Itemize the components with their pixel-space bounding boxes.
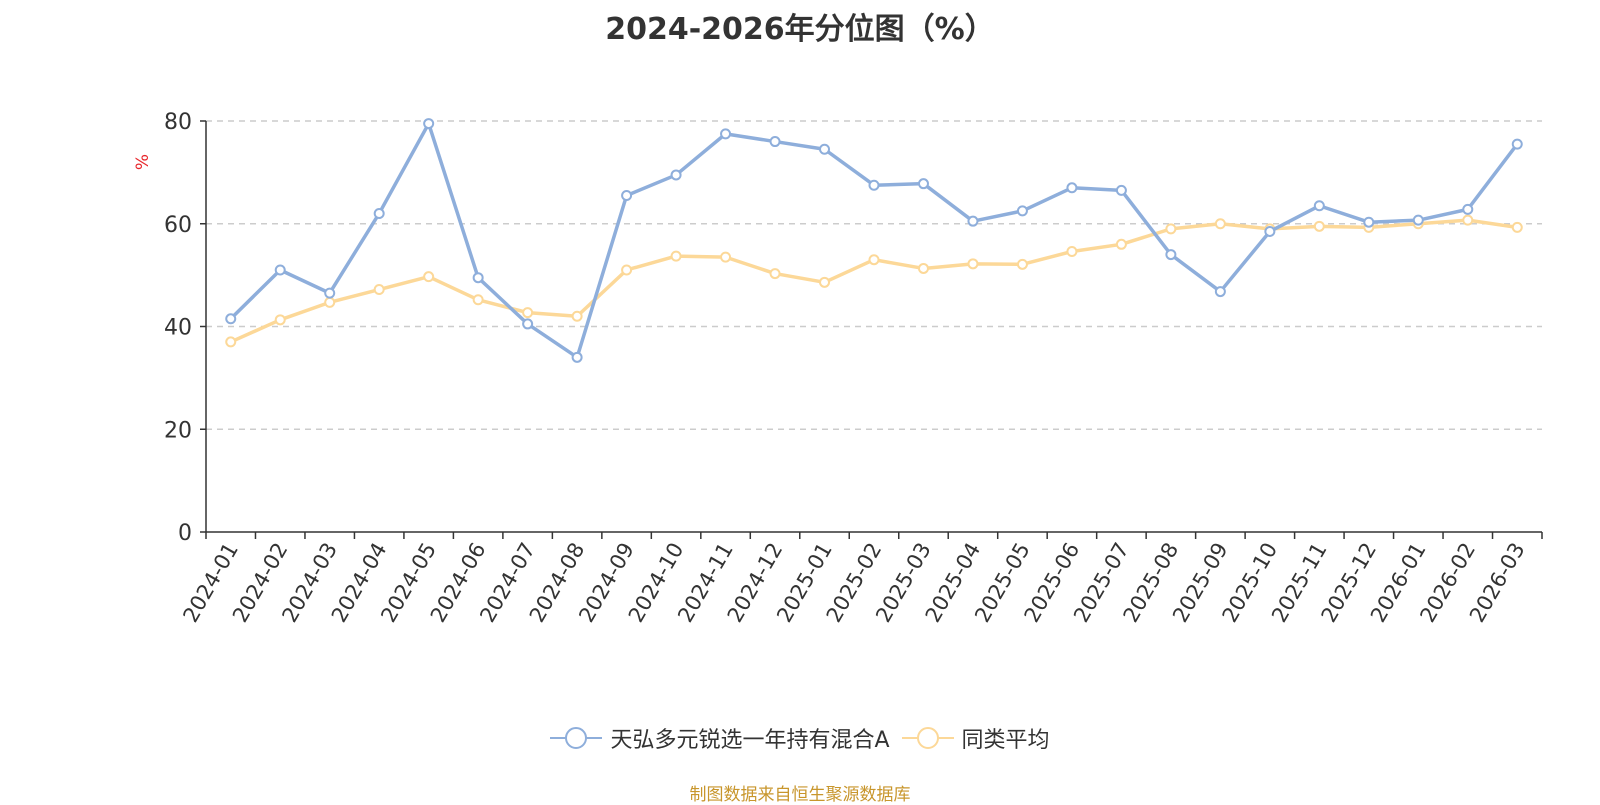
data-point-s1-2025-05[interactable] xyxy=(1016,258,1028,270)
legend-item-fund[interactable]: 天弘多元锐选一年持有混合A xyxy=(550,722,890,754)
data-point-s1-2025-03[interactable] xyxy=(917,262,929,274)
data-point-s0-2025-02[interactable] xyxy=(868,179,880,191)
data-point-s1-2025-08[interactable] xyxy=(1165,223,1177,235)
data-point-s0-2025-10[interactable] xyxy=(1264,225,1276,237)
data-point-s1-2024-11[interactable] xyxy=(720,251,732,263)
data-point-s1-2025-01[interactable] xyxy=(819,276,831,288)
legend-marker-fund-icon xyxy=(550,726,603,750)
data-point-s1-2024-07[interactable] xyxy=(522,307,534,319)
data-point-s0-2026-03[interactable] xyxy=(1511,138,1523,150)
data-point-s0-2024-02[interactable] xyxy=(274,264,286,276)
data-point-s0-2024-03[interactable] xyxy=(324,287,336,299)
data-point-s0-2025-04[interactable] xyxy=(967,215,979,227)
series-line-1 xyxy=(230,218,1518,344)
series-line-0 xyxy=(229,121,1519,360)
data-point-s0-2024-05[interactable] xyxy=(423,118,435,130)
y-tick-label-60: 60 xyxy=(164,213,192,238)
data-point-s0-2024-10[interactable] xyxy=(670,169,682,181)
data-point-s1-2024-01[interactable] xyxy=(225,336,237,348)
data-point-s1-2025-04[interactable] xyxy=(967,258,979,270)
legend-label-average: 同类平均 xyxy=(961,728,1050,753)
data-point-s1-2024-03[interactable] xyxy=(324,296,336,308)
data-point-s0-2024-11[interactable] xyxy=(720,128,732,140)
data-point-s0-2026-01[interactable] xyxy=(1412,214,1424,226)
legend-marker-average-icon xyxy=(901,726,954,750)
data-point-s0-2025-08[interactable] xyxy=(1165,249,1177,261)
data-point-s1-2025-02[interactable] xyxy=(868,254,880,266)
data-point-s0-2024-04[interactable] xyxy=(373,207,385,219)
data-point-s0-2025-01[interactable] xyxy=(819,143,831,155)
data-point-s0-2024-08[interactable] xyxy=(571,351,583,363)
data-point-s1-2024-10[interactable] xyxy=(670,250,682,262)
data-point-s0-2025-09[interactable] xyxy=(1214,286,1226,298)
data-point-s0-2024-12[interactable] xyxy=(769,136,781,148)
data-point-s1-2024-06[interactable] xyxy=(472,294,484,306)
data-point-s1-2025-07[interactable] xyxy=(1115,238,1127,250)
data-point-s0-2025-12[interactable] xyxy=(1363,216,1375,228)
data-point-s1-2024-08[interactable] xyxy=(571,310,583,322)
data-point-s1-2026-02[interactable] xyxy=(1462,214,1474,226)
data-point-s0-2024-07[interactable] xyxy=(522,318,534,330)
data-point-s0-2024-09[interactable] xyxy=(621,189,633,201)
data-point-s1-2024-05[interactable] xyxy=(423,271,435,283)
legend: 天弘多元锐选一年持有混合A 同类平均 xyxy=(0,722,1600,754)
y-axis-label: % xyxy=(133,154,153,170)
data-point-s0-2025-05[interactable] xyxy=(1016,205,1028,217)
y-tick-label-40: 40 xyxy=(164,316,192,341)
legend-item-category-average[interactable]: 同类平均 xyxy=(901,722,1050,754)
data-point-s1-2024-09[interactable] xyxy=(621,264,633,276)
data-point-s0-2025-06[interactable] xyxy=(1066,182,1078,194)
source-note: 制图数据来自恒生聚源数据库 xyxy=(689,785,911,805)
data-point-s0-2024-06[interactable] xyxy=(472,272,484,284)
data-point-s1-2026-03[interactable] xyxy=(1511,221,1523,233)
data-point-s1-2024-02[interactable] xyxy=(274,314,286,326)
y-tick-label-20: 20 xyxy=(164,418,192,443)
data-point-s0-2025-03[interactable] xyxy=(917,178,929,190)
data-point-s0-2025-07[interactable] xyxy=(1115,184,1127,196)
data-point-s1-2024-04[interactable] xyxy=(373,284,385,296)
data-point-s0-2024-01[interactable] xyxy=(225,313,237,325)
data-point-s0-2026-02[interactable] xyxy=(1462,203,1474,215)
data-point-s0-2025-11[interactable] xyxy=(1313,200,1325,212)
chart-title: 2024-2026年分位图（%） xyxy=(605,12,995,47)
data-point-s1-2025-11[interactable] xyxy=(1313,220,1325,232)
data-point-s1-2025-09[interactable] xyxy=(1214,218,1226,230)
legend-label-fund: 天弘多元锐选一年持有混合A xyxy=(610,728,890,753)
y-tick-label-0: 0 xyxy=(178,521,192,546)
data-point-s1-2025-06[interactable] xyxy=(1066,245,1078,257)
data-point-s1-2024-12[interactable] xyxy=(769,268,781,280)
y-tick-label-80: 80 xyxy=(164,110,192,135)
